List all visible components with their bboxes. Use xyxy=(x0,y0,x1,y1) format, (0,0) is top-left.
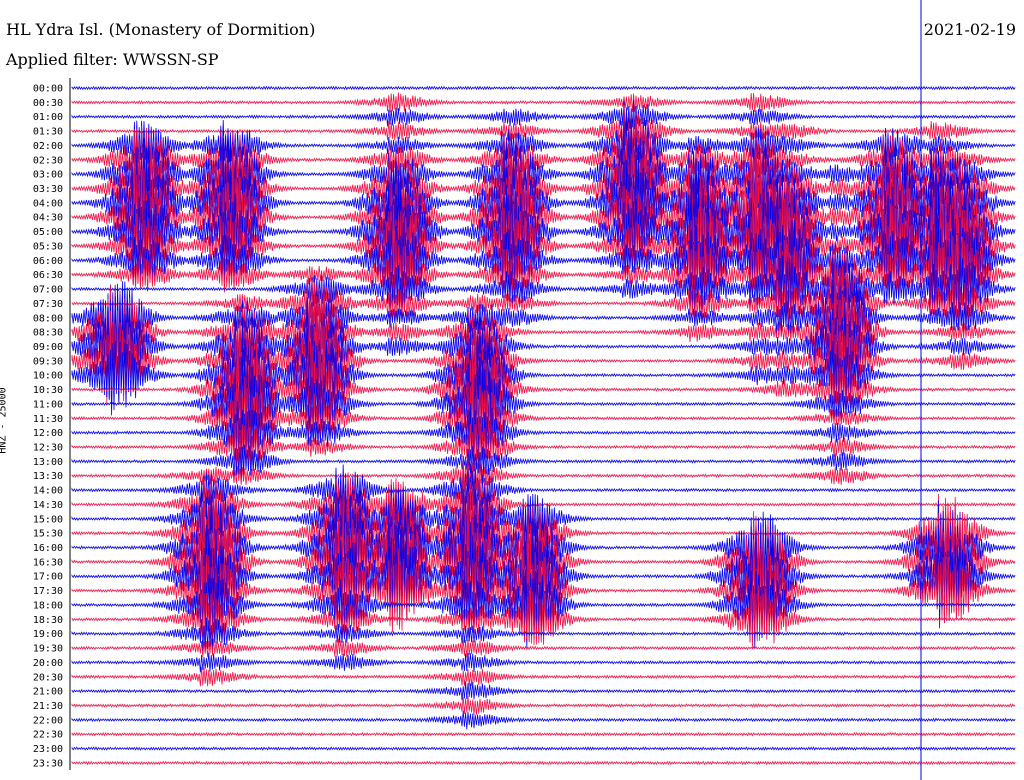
trace-row xyxy=(71,325,1016,427)
trace-row xyxy=(71,458,1016,494)
trace-row xyxy=(71,652,1016,673)
trace-row xyxy=(71,99,1016,134)
row-time-label: 12:30 xyxy=(33,443,63,454)
trace-row xyxy=(71,401,1016,467)
trace-row xyxy=(71,277,1016,388)
row-time-label: 22:30 xyxy=(33,730,63,741)
trace-row xyxy=(71,475,1016,559)
row-time-label: 12:00 xyxy=(33,428,63,439)
row-time-label: 09:30 xyxy=(33,356,63,367)
row-time-label: 15:30 xyxy=(33,529,63,540)
row-time-label: 14:30 xyxy=(33,500,63,511)
row-time-label: 10:00 xyxy=(33,371,63,382)
trace-row xyxy=(71,234,1016,317)
row-time-label: 13:30 xyxy=(33,471,63,482)
row-time-label: 16:00 xyxy=(33,543,63,554)
trace-row xyxy=(71,667,1016,687)
row-time-label: 22:00 xyxy=(33,715,63,726)
trace-row xyxy=(71,681,1016,701)
trace-row xyxy=(71,85,1016,91)
row-time-label: 06:30 xyxy=(33,270,63,281)
row-time-label: 04:00 xyxy=(33,198,63,209)
row-time-label: 14:00 xyxy=(33,486,63,497)
row-time-label: 23:00 xyxy=(33,744,63,755)
trace-row xyxy=(71,209,1016,308)
row-time-label: 07:00 xyxy=(33,285,63,296)
row-time-label: 19:30 xyxy=(33,644,63,655)
trace-row xyxy=(71,617,1016,653)
row-time-label: 23:30 xyxy=(33,758,63,769)
trace-row xyxy=(71,696,1016,715)
row-time-label: 03:00 xyxy=(33,170,63,181)
trace-row xyxy=(71,420,1016,474)
row-time-label: 06:00 xyxy=(33,256,63,267)
trace-row xyxy=(71,92,1016,113)
trace-row xyxy=(71,123,1016,226)
trace-row xyxy=(71,638,1016,658)
trace-row xyxy=(71,444,1016,480)
trace-row xyxy=(71,463,1016,516)
date-label: 2021-02-19 xyxy=(923,20,1016,39)
trace-row xyxy=(71,173,1016,291)
row-time-label: 02:00 xyxy=(33,141,63,152)
trace-row xyxy=(71,254,1016,324)
row-time-label: 05:30 xyxy=(33,241,63,252)
row-time-label: 11:30 xyxy=(33,414,63,425)
row-time-label: 20:30 xyxy=(33,672,63,683)
row-time-label: 21:00 xyxy=(33,687,63,698)
trace-row xyxy=(71,352,1016,456)
row-time-label: 15:00 xyxy=(33,514,63,525)
station-title: HL Ydra Isl. (Monastery of Dormition) xyxy=(6,20,316,39)
row-time-label: 05:00 xyxy=(33,227,63,238)
trace-row xyxy=(71,375,1016,458)
row-time-label: 20:00 xyxy=(33,658,63,669)
row-time-label: 08:30 xyxy=(33,328,63,339)
trace-row xyxy=(71,328,1016,449)
row-time-label: 04:30 xyxy=(33,213,63,224)
trace-row xyxy=(71,278,1016,363)
trace-row xyxy=(71,188,1016,307)
row-time-label: 21:30 xyxy=(33,701,63,712)
row-labels: 00:00 00:30 01:00 01:30 02:00 02:30 03:00 03:30… xyxy=(33,84,63,770)
row-time-label: 13:00 xyxy=(33,457,63,468)
row-time-label: 07:30 xyxy=(33,299,63,310)
row-time-label: 19:00 xyxy=(33,629,63,640)
trace-row xyxy=(71,760,1016,766)
row-time-label: 01:00 xyxy=(33,112,63,123)
trace-row xyxy=(71,585,1016,649)
seismic-traces xyxy=(71,85,1016,766)
trace-row xyxy=(71,470,1016,538)
trace-row xyxy=(71,502,1016,619)
row-time-label: 17:00 xyxy=(33,572,63,583)
trace-row xyxy=(71,746,1016,751)
row-time-label: 03:30 xyxy=(33,184,63,195)
filter-label: Applied filter: WWSSN-SP xyxy=(6,50,219,69)
row-time-label: 18:30 xyxy=(33,615,63,626)
row-time-label: 16:30 xyxy=(33,557,63,568)
row-time-label: 18:00 xyxy=(33,600,63,611)
row-time-label: 10:30 xyxy=(33,385,63,396)
row-time-label: 00:00 xyxy=(33,84,63,95)
row-time-label: 08:00 xyxy=(33,313,63,324)
trace-row xyxy=(71,710,1016,730)
row-time-label: 01:30 xyxy=(33,127,63,138)
row-time-label: 00:30 xyxy=(33,98,63,109)
row-time-label: 09:00 xyxy=(33,342,63,353)
row-time-label: 11:00 xyxy=(33,399,63,410)
trace-row xyxy=(71,569,1016,648)
trace-row xyxy=(71,731,1016,737)
row-time-label: 02:30 xyxy=(33,155,63,166)
row-time-label: 17:30 xyxy=(33,586,63,597)
trace-row xyxy=(71,158,1016,276)
